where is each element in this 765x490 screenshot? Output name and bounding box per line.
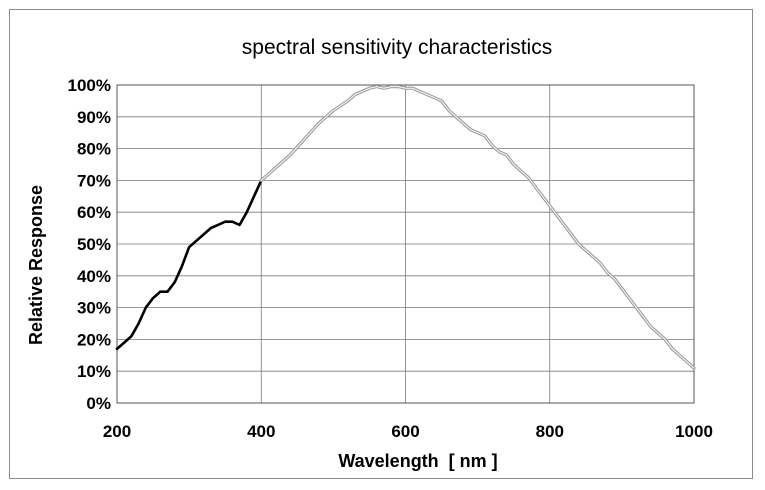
y-tick-label-90: 90% [77, 108, 111, 127]
x-axis-ticks: 200 400 600 800 1000 [103, 422, 713, 441]
y-tick-label-30: 30% [77, 299, 111, 318]
x-tick-label-200: 200 [103, 422, 131, 441]
grid-lines [116, 84, 695, 404]
series-1-line-outer [259, 84, 696, 370]
x-tick-label-400: 400 [247, 422, 275, 441]
x-tick-label-600: 600 [391, 422, 419, 441]
y-tick-label-0: 0% [86, 394, 111, 413]
x-tick-label-1000: 1000 [675, 422, 713, 441]
y-tick-label-60: 60% [77, 203, 111, 222]
series-1-line-inner [260, 86, 695, 369]
y-axis-ticks: 0% 10% 20% 30% 40% 50% 60% 70% 80% 90% 100% [68, 76, 111, 413]
y-tick-label-50: 50% [77, 235, 111, 254]
series-0-line [115, 179, 263, 351]
plot-area-border [116, 84, 695, 404]
x-tick-label-800: 800 [536, 422, 564, 441]
series-lines [115, 84, 696, 370]
y-tick-label-20: 20% [77, 330, 111, 349]
x-axis-label: Wavelength [ nm ] [338, 451, 497, 471]
y-tick-label-70: 70% [77, 171, 111, 190]
chart-title: spectral sensitivity characteristics [242, 36, 552, 59]
y-tick-label-80: 80% [77, 140, 111, 159]
y-tick-label-10: 10% [77, 362, 111, 381]
y-tick-label-100: 100% [68, 76, 111, 95]
y-axis-label: Relative Response [26, 185, 46, 345]
y-tick-label-40: 40% [77, 267, 111, 286]
